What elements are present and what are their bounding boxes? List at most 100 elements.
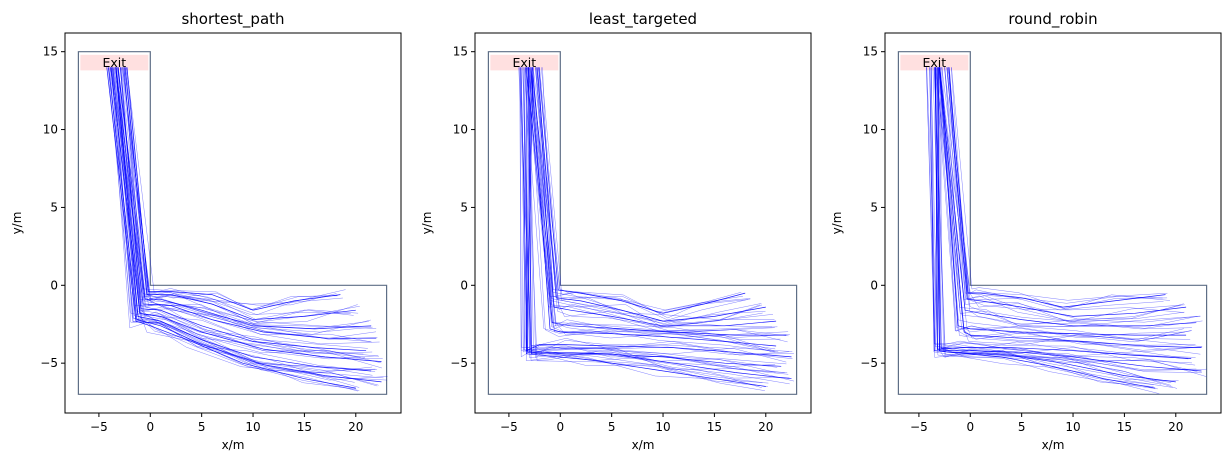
- trajectory-line: [122, 67, 343, 305]
- trajectory-line: [108, 67, 360, 388]
- x-axis-label: x/m: [222, 438, 245, 452]
- trajectory-line: [117, 67, 369, 329]
- trajectory-line: [535, 67, 775, 328]
- trajectory-line: [520, 67, 792, 380]
- chart-title: least_targeted: [589, 10, 697, 29]
- y-axis-label: y/m: [830, 212, 844, 235]
- trajectory-line: [126, 67, 341, 311]
- trajectory-line: [529, 67, 769, 384]
- trajectory-line: [525, 67, 765, 391]
- trajectory-line: [938, 67, 1203, 351]
- x-tick-label: 15: [707, 420, 722, 434]
- x-tick-label: −5: [90, 420, 108, 434]
- trajectory-line: [109, 67, 355, 383]
- trajectory-line: [119, 67, 367, 352]
- trajectory-line: [527, 67, 790, 338]
- trajectory-line: [524, 67, 785, 373]
- trajectory-line: [110, 67, 379, 386]
- trajectory-line: [526, 67, 766, 387]
- x-tick-label: −5: [500, 420, 518, 434]
- trajectory-line: [542, 67, 751, 313]
- x-tick-label: 15: [1117, 420, 1132, 434]
- chart-title: shortest_path: [181, 10, 284, 29]
- y-tick-label: 0: [870, 278, 878, 292]
- trajectory-line: [939, 67, 1201, 325]
- trajectory-line: [124, 67, 351, 315]
- trajectory-line: [536, 67, 761, 321]
- panel-least_targeted: Exit −5 0 5 10 15 20 −5 0 5 10 15 least_targeted x/m y…: [420, 10, 812, 452]
- trajectory-line: [524, 67, 790, 379]
- trajectory-line: [536, 67, 766, 322]
- x-tick-label: 0: [146, 420, 154, 434]
- x-tick-label: 5: [1018, 420, 1026, 434]
- y-tick-label: −5: [450, 356, 468, 370]
- y-tick-label: 10: [453, 123, 468, 137]
- trajectory-line: [949, 67, 1168, 301]
- axes-frame: [474, 32, 812, 414]
- trajectory-line: [936, 67, 1192, 343]
- x-tick-label: 10: [245, 420, 260, 434]
- y-tick-label: 0: [50, 278, 58, 292]
- trajectory-line: [518, 67, 789, 375]
- trajectory-line: [939, 67, 1203, 347]
- chart-title: round_robin: [1008, 10, 1097, 29]
- trajectory-line: [935, 67, 1201, 355]
- x-tick-label: −5: [910, 420, 928, 434]
- exit-label: Exit: [102, 55, 126, 70]
- trajectory-line: [112, 67, 384, 379]
- trajectory-line: [947, 67, 1164, 311]
- y-tick-label: 15: [863, 45, 878, 59]
- trajectory-line: [535, 67, 743, 319]
- trajectory-line: [121, 67, 377, 329]
- trajectory-line: [123, 67, 337, 306]
- trajectory-line: [123, 67, 338, 310]
- trajectory-line: [937, 67, 1176, 383]
- y-axis-label: y/m: [10, 212, 24, 235]
- trajectory-line: [949, 67, 1171, 310]
- trajectories: [106, 67, 388, 392]
- trajectory-line: [525, 67, 776, 352]
- trajectory-line: [521, 67, 790, 385]
- trajectory-line: [536, 67, 742, 311]
- trajectory-line: [523, 67, 788, 374]
- y-tick-label: 5: [50, 200, 58, 214]
- trajectory-line: [538, 67, 746, 314]
- x-tick-label: 0: [966, 420, 974, 434]
- trajectory-line: [523, 67, 768, 387]
- trajectory-line: [110, 67, 382, 364]
- trajectory-line: [535, 67, 766, 323]
- y-axis-label: y/m: [420, 212, 434, 235]
- trajectory-line: [112, 67, 357, 390]
- trajectories: [926, 67, 1207, 394]
- trajectory-line: [124, 67, 356, 320]
- trajectory-line: [112, 67, 358, 392]
- y-tick-label: −5: [860, 356, 878, 370]
- trajectory-line: [117, 67, 378, 340]
- y-tick-label: 0: [460, 278, 468, 292]
- x-axis-label: x/m: [632, 438, 655, 452]
- x-tick-label: 5: [608, 420, 616, 434]
- trajectory-line: [926, 67, 1160, 394]
- trajectory-line: [944, 67, 1181, 322]
- panel-shortest_path: Exit −5 0 5 10 15 20 −5 0 5 10 15 shortest_path x/m y/…: [10, 10, 402, 452]
- y-tick-label: 5: [870, 200, 878, 214]
- walkable-area: [487, 51, 798, 395]
- panel-round_robin: Exit −5 0 5 10 15 20 −5 0 5 10 15 round_robin x/m y/m: [830, 10, 1222, 452]
- trajectory-line: [933, 67, 1197, 371]
- exit-label: Exit: [512, 55, 536, 70]
- trajectory-line: [941, 67, 1192, 341]
- x-tick-label: 20: [758, 420, 773, 434]
- trajectory-line: [946, 67, 1187, 317]
- trajectories: [518, 67, 795, 391]
- trajectory-line: [931, 67, 1162, 385]
- x-tick-label: 20: [348, 420, 363, 434]
- trajectory-line: [522, 67, 795, 382]
- trajectory-line: [941, 67, 1185, 320]
- trajectory-line: [110, 67, 360, 391]
- trajectory-line: [939, 67, 1172, 384]
- y-tick-label: 15: [43, 45, 58, 59]
- trajectory-line: [519, 67, 790, 358]
- trajectory-line: [951, 67, 1168, 309]
- y-tick-label: 15: [453, 45, 468, 59]
- exit-area: [80, 54, 149, 71]
